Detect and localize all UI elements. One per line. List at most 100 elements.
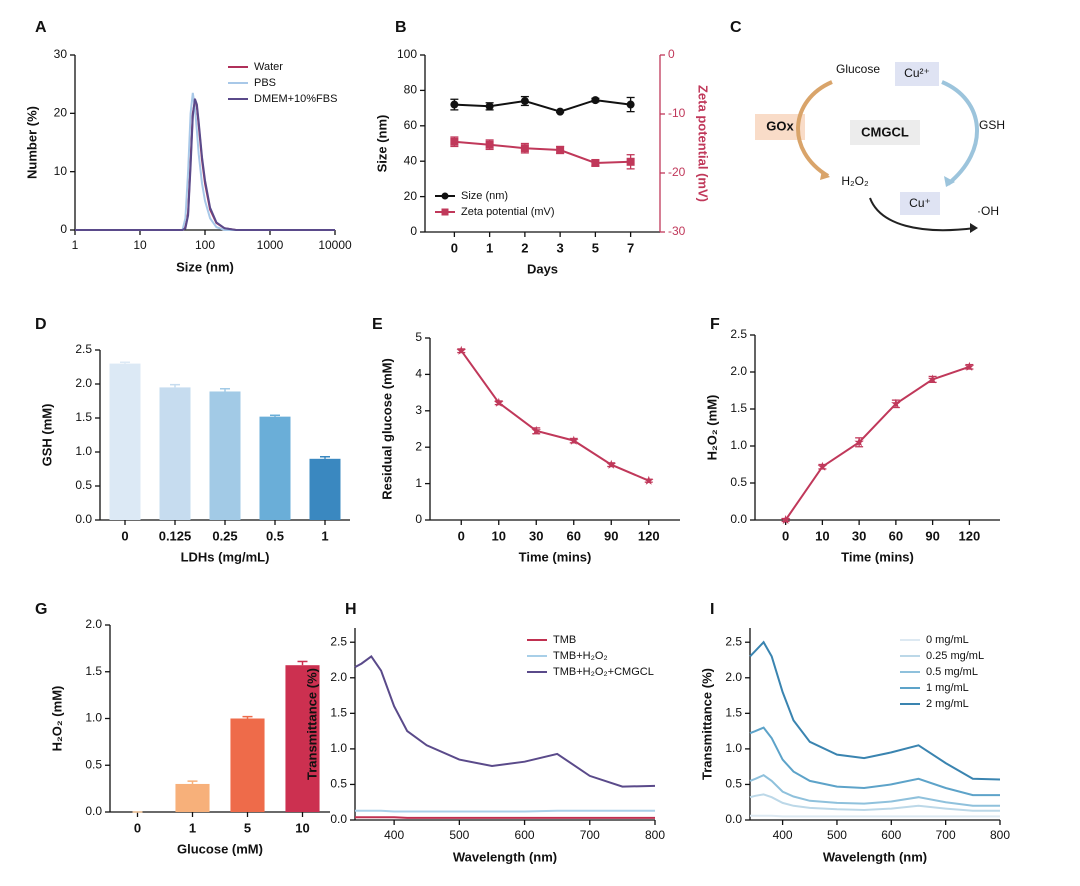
node-label: Glucose — [836, 62, 880, 76]
y-tick-label: 0 — [415, 512, 422, 526]
bar — [175, 783, 210, 812]
marker — [626, 157, 635, 166]
x-tick-label: 800 — [990, 828, 1010, 842]
arrow — [796, 80, 833, 178]
marker — [556, 145, 565, 154]
node-label: GSH — [979, 118, 1005, 132]
line — [75, 98, 335, 231]
x-tick-label: 700 — [936, 828, 956, 842]
y-tick-label: 2.5 — [730, 327, 747, 341]
y-tick-label: 0.5 — [75, 478, 92, 492]
y-tick-label: 10 — [54, 164, 68, 178]
y-tick-label: 60 — [404, 118, 418, 132]
line — [355, 809, 655, 813]
marker — [569, 435, 579, 445]
x-tick-label: 60 — [889, 528, 903, 543]
y-tick-label: 1.0 — [85, 711, 102, 725]
x-tick-label: 800 — [645, 828, 665, 842]
bar — [259, 416, 291, 520]
x-tick-label: 10 — [815, 528, 829, 543]
panel-letter: F — [710, 316, 720, 333]
panel-letter: G — [35, 601, 47, 618]
y-tick-label: 1.0 — [75, 444, 92, 458]
x-tick-label: 1 — [321, 528, 328, 543]
x-tick-label: 0 — [458, 528, 465, 543]
marker — [817, 461, 828, 471]
y-tick-label: 0.5 — [85, 757, 102, 771]
arrow — [869, 197, 976, 232]
x-tick-label: 1 — [189, 820, 196, 835]
line — [355, 816, 655, 819]
line — [749, 774, 1000, 807]
legend-label: Zeta potential (mV) — [461, 206, 555, 218]
line — [454, 140, 631, 165]
y-tick-label: 2 — [415, 439, 422, 453]
y-tick-label: 1.5 — [85, 664, 102, 678]
x-tick-label: 30 — [529, 528, 543, 543]
y-tick-label: 40 — [404, 153, 418, 167]
y-tick-label: 1.5 — [725, 706, 742, 720]
y-tick-label: 20 — [54, 106, 68, 120]
line — [460, 350, 650, 482]
x-tick-label: 120 — [959, 528, 981, 543]
marker — [450, 100, 459, 109]
y-tick-label: 0.0 — [730, 512, 747, 526]
x-tick-label: 120 — [638, 528, 660, 543]
bar — [230, 718, 265, 812]
y-tick-label: 2.0 — [330, 670, 347, 684]
arrowhead — [944, 176, 955, 187]
marker — [520, 97, 529, 106]
y-axis-label: GSH (mM) — [39, 404, 54, 467]
y-tick-label: 0.5 — [725, 777, 742, 791]
y-tick-label: 0 — [410, 224, 417, 238]
x-tick-label: 500 — [827, 828, 847, 842]
x-axis-label: Days — [527, 261, 558, 276]
x-tick-label: 60 — [567, 528, 581, 543]
legend-label: PBS — [254, 77, 276, 89]
y-tick-label: 2.5 — [725, 634, 742, 648]
line — [749, 726, 1000, 797]
x-tick-label: 5 — [244, 820, 251, 835]
legend-label: 1 mg/mL — [926, 682, 969, 694]
x-axis-label: Time (mins) — [841, 549, 914, 564]
line — [354, 654, 656, 788]
y-axis-label: Transmittance (%) — [304, 668, 319, 780]
node-label: Cu⁺ — [909, 196, 931, 210]
node-box — [850, 120, 920, 145]
marker — [485, 140, 494, 149]
x-tick-label: 0 — [451, 240, 458, 255]
panel-letter: D — [35, 316, 47, 333]
y-tick-label: 1 — [415, 476, 422, 490]
y-tick-label: 4 — [415, 367, 422, 381]
marker — [927, 374, 938, 384]
x-tick-label: 90 — [925, 528, 939, 543]
y-tick-label: 80 — [404, 83, 418, 97]
panel-letter: I — [710, 601, 714, 618]
node-label: GOx — [766, 118, 794, 133]
x-tick-label: 700 — [580, 828, 600, 842]
node-box — [895, 62, 939, 86]
y-tick-label: 2.0 — [725, 670, 742, 684]
x-tick-label: 100 — [195, 238, 215, 252]
marker — [644, 475, 654, 485]
y-tick-label: 2.0 — [75, 376, 92, 390]
line — [454, 99, 631, 113]
legend-label: Water — [254, 61, 283, 73]
x-axis-label: Time (mins) — [519, 549, 592, 564]
line — [749, 640, 1001, 781]
x-tick-label: 0 — [134, 820, 141, 835]
bar — [109, 363, 141, 520]
node-label: H₂O₂ — [841, 174, 869, 188]
y-axis-label: H₂O₂ (mM) — [49, 686, 64, 752]
arrowhead — [820, 170, 830, 180]
marker — [591, 158, 600, 167]
y2-tick-label: 0 — [668, 47, 675, 61]
y-tick-label: 1.5 — [330, 706, 347, 720]
y-tick-label: 2.0 — [85, 617, 102, 631]
y-tick-label: 0 — [60, 222, 67, 236]
legend-label: 0.25 mg/mL — [926, 650, 984, 662]
x-tick-label: 400 — [773, 828, 793, 842]
panel-letter: H — [345, 601, 357, 618]
marker — [891, 398, 901, 408]
y-tick-label: 0.0 — [85, 804, 102, 818]
